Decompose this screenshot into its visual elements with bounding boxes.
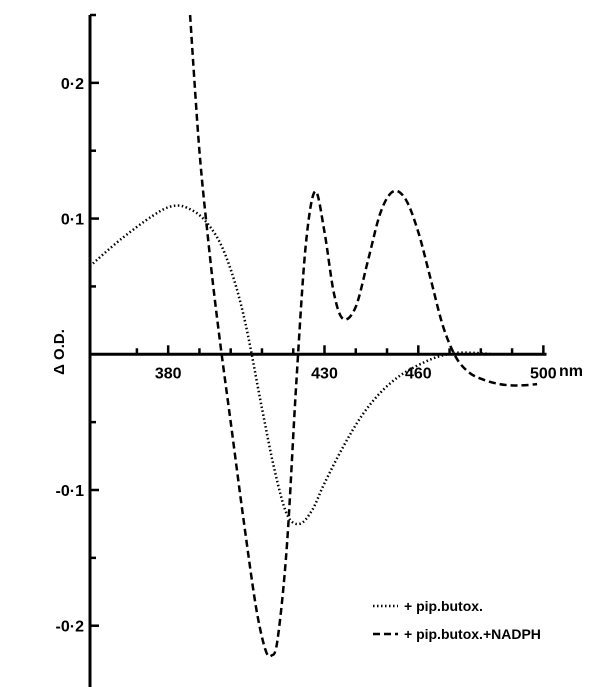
series-line-pip-butox bbox=[89, 204, 494, 526]
legend-entry-pip-butox-nadph: + pip.butox.+NADPH bbox=[404, 626, 541, 642]
x-tick-label: 460 bbox=[405, 365, 432, 382]
y-tick-label: 0·2 bbox=[61, 76, 84, 93]
x-tick-label: 380 bbox=[155, 365, 182, 382]
y-tick-label: 0·1 bbox=[61, 212, 84, 229]
series-line-pip-butox-nadph bbox=[188, 14, 538, 658]
minor-ticks bbox=[90, 13, 514, 560]
x-tick-label: 430 bbox=[311, 365, 338, 382]
y-tick-label: -0·1 bbox=[56, 483, 85, 500]
x-ticks: 380 430 460 500 bbox=[155, 345, 557, 382]
y-tick-label: -0·2 bbox=[56, 619, 85, 636]
legend-entry-pip-butox: + pip.butox. bbox=[404, 598, 483, 614]
series-layer bbox=[89, 14, 538, 658]
y-ticks: 0·2 0·1 -0·1 -0·2 bbox=[56, 76, 99, 636]
legend: + pip.butox. + pip.butox.+NADPH bbox=[373, 598, 541, 642]
x-axis-unit-label: nm bbox=[559, 363, 583, 380]
x-tick-label: 500 bbox=[530, 365, 557, 382]
y-axis-label: Δ O.D. bbox=[51, 329, 68, 375]
axes bbox=[88, 15, 547, 687]
